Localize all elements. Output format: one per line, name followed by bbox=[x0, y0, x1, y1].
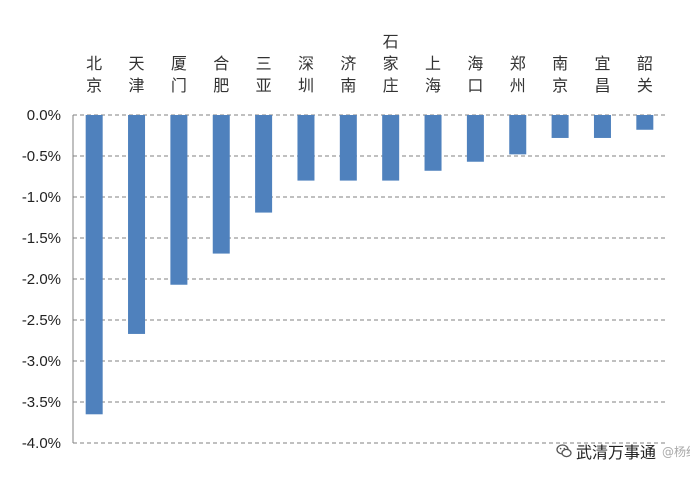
gridlines bbox=[73, 114, 666, 444]
category-label: 厦门 bbox=[171, 54, 187, 95]
bar-11 bbox=[551, 115, 569, 138]
category-label: 郑州 bbox=[510, 54, 526, 95]
bar-3 bbox=[212, 115, 230, 254]
y-tick-label: -3.5% bbox=[22, 394, 61, 411]
bar-9 bbox=[466, 115, 484, 162]
wechat-icon bbox=[556, 444, 572, 458]
y-tick-label: -1.5% bbox=[22, 230, 61, 247]
watermark-text: 武清万事通 bbox=[576, 443, 657, 462]
category-label: 北京 bbox=[86, 54, 102, 95]
bar-8 bbox=[424, 115, 442, 171]
category-label: 天津 bbox=[129, 54, 145, 95]
watermark-handle: @杨红旭 bbox=[662, 444, 690, 459]
y-tick-label: -1.0% bbox=[22, 189, 61, 206]
bar-2 bbox=[170, 115, 188, 285]
bars bbox=[85, 115, 654, 415]
category-label: 合肥 bbox=[213, 54, 229, 95]
bar-13 bbox=[636, 115, 654, 130]
bar-12 bbox=[593, 115, 611, 138]
bar-10 bbox=[509, 115, 527, 155]
bar-0 bbox=[85, 115, 103, 415]
watermark: 武清万事通 @杨红旭 bbox=[556, 436, 690, 466]
y-tick-label: -2.0% bbox=[22, 271, 61, 288]
category-label: 石家庄 bbox=[383, 32, 399, 95]
y-tick-label: 0.0% bbox=[27, 107, 61, 124]
category-label: 海口 bbox=[467, 54, 483, 95]
bar-7 bbox=[382, 115, 400, 181]
category-label: 上海 bbox=[425, 54, 441, 95]
category-label: 南京 bbox=[552, 54, 568, 95]
category-label: 韶关 bbox=[637, 54, 653, 95]
category-label: 三亚 bbox=[256, 54, 272, 95]
y-tick-label: -0.5% bbox=[22, 148, 61, 165]
bar-5 bbox=[297, 115, 315, 181]
bar-6 bbox=[339, 115, 357, 181]
y-tick-label: -3.0% bbox=[22, 353, 61, 370]
y-axis-tick-labels: 0.0% -0.5% -1.0% -1.5% -2.0% -2.5% -3.0% -3.5% -… bbox=[22, 107, 61, 452]
category-label: 济南 bbox=[340, 54, 356, 95]
category-label: 深圳 bbox=[298, 54, 314, 95]
y-tick-label: -2.5% bbox=[22, 312, 61, 329]
bar-1 bbox=[128, 115, 146, 334]
bar-4 bbox=[255, 115, 273, 213]
y-tick-label: -4.0% bbox=[22, 435, 61, 452]
category-label: 宜昌 bbox=[594, 54, 610, 95]
